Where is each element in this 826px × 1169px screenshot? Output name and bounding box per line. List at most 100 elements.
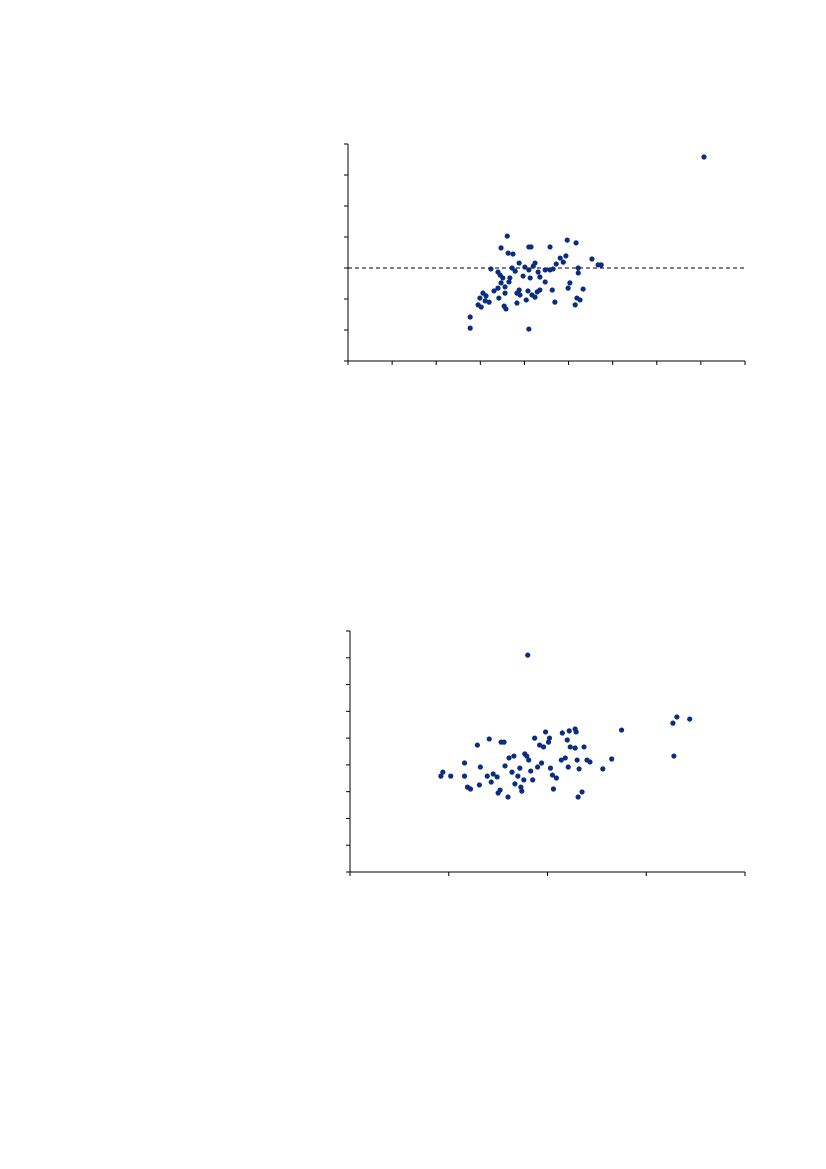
data-point <box>461 760 468 766</box>
data-point <box>477 764 483 770</box>
data-point <box>496 295 502 301</box>
data-point <box>519 788 525 794</box>
data-point <box>515 773 521 779</box>
data-point <box>503 306 509 312</box>
data-point <box>477 295 483 301</box>
data-point <box>532 735 538 741</box>
data-point <box>545 739 552 745</box>
data-point <box>474 742 480 748</box>
data-point <box>516 260 522 266</box>
data-point <box>566 728 572 734</box>
data-point <box>552 299 558 305</box>
data-point <box>527 275 533 281</box>
data-point <box>494 774 500 780</box>
data-point <box>573 729 579 735</box>
data-point <box>510 251 516 257</box>
data-point <box>480 290 486 296</box>
data-point <box>553 261 559 267</box>
data-point <box>549 287 555 293</box>
data-point <box>587 759 593 765</box>
data-point <box>558 757 564 763</box>
data-point <box>525 652 531 658</box>
data-point <box>576 766 582 772</box>
data-point <box>500 275 506 281</box>
data-point <box>495 285 501 291</box>
data-point <box>550 266 556 272</box>
data-point <box>517 765 523 771</box>
data-point <box>575 265 581 271</box>
data-point <box>542 729 549 735</box>
data-point <box>567 280 573 286</box>
data-point <box>514 300 520 306</box>
data-point <box>523 297 529 303</box>
data-point <box>521 777 527 783</box>
data-point <box>505 794 511 800</box>
data-point <box>564 237 570 243</box>
data-point <box>580 286 586 292</box>
data-point <box>498 245 504 251</box>
data-point <box>501 739 507 745</box>
data-point <box>504 233 510 239</box>
data-point <box>565 764 571 770</box>
data-point <box>448 773 454 779</box>
data-point <box>505 250 511 256</box>
data-point <box>506 279 512 285</box>
data-point <box>542 279 548 285</box>
data-point <box>484 773 490 779</box>
data-point <box>549 772 556 778</box>
data-point <box>530 777 536 783</box>
data-point <box>701 154 707 160</box>
data-point <box>507 275 513 281</box>
data-point <box>526 267 532 273</box>
data-point <box>525 288 531 294</box>
data-point <box>528 768 534 774</box>
data-point <box>478 304 484 310</box>
data-point <box>564 737 570 743</box>
data-point <box>600 766 606 772</box>
data-point <box>498 280 504 286</box>
data-point <box>486 299 492 305</box>
data-point <box>488 779 494 785</box>
data-point <box>535 764 541 770</box>
data-point <box>490 771 496 777</box>
data-point <box>502 290 508 296</box>
data-point <box>546 735 553 741</box>
data-point <box>517 292 523 298</box>
data-point <box>575 794 581 800</box>
data-point <box>467 325 473 331</box>
data-point <box>518 784 524 790</box>
data-point <box>670 720 676 726</box>
data-point <box>497 787 503 793</box>
data-point <box>526 757 532 763</box>
data-point <box>467 786 474 792</box>
data-point <box>509 769 515 775</box>
data-point <box>537 742 543 748</box>
data-point <box>542 267 548 273</box>
data-point <box>572 302 578 308</box>
data-point <box>575 270 581 276</box>
data-point <box>537 274 543 280</box>
data-point <box>520 273 526 279</box>
data-point <box>438 773 444 779</box>
data-point <box>560 259 566 265</box>
data-point <box>589 256 595 262</box>
data-point <box>488 266 494 272</box>
data-point <box>574 757 580 763</box>
data-point <box>535 269 541 275</box>
data-point <box>550 786 557 792</box>
data-point <box>476 782 482 788</box>
data-point <box>563 253 569 259</box>
data-point <box>567 744 573 750</box>
data-point <box>502 763 508 769</box>
data-point <box>687 716 693 722</box>
data-point <box>511 753 517 759</box>
data-point <box>547 244 553 250</box>
data-point <box>528 244 534 250</box>
data-point <box>547 765 554 771</box>
data-point <box>440 769 446 775</box>
data-point <box>537 287 543 293</box>
data-point <box>491 288 497 294</box>
data-point <box>573 240 579 246</box>
